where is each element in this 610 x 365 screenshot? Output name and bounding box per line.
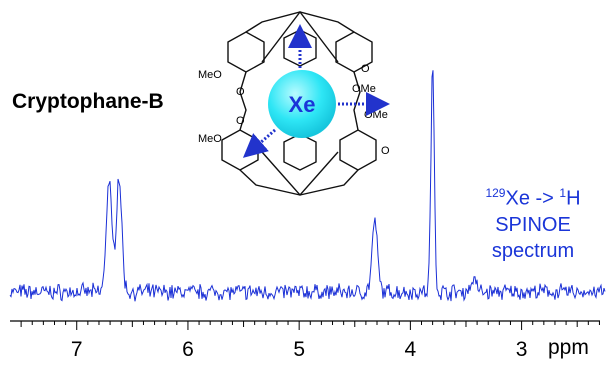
ethylene-left [239,71,247,131]
ring-upper-left [227,31,265,73]
oxygen-label-lower-left: O [236,115,245,127]
noe-arrows [242,24,390,158]
oxygen-label-lower-right: O [381,145,390,157]
oxygen-label-upper-right: O [361,63,370,75]
ethylene-right [353,71,361,131]
ring-lower-right [339,129,377,171]
x-tick-label-5: 5 [293,338,305,361]
oxygen-label-upper-left: O [236,86,245,98]
ring-upper-right [335,31,373,73]
ome-label-lower: OMe [364,109,388,121]
spectrum-plot [9,70,606,302]
linker-bottom-left [239,169,301,196]
spinoe-annotation: 129Xe -> 1H SPINOE spectrum [448,180,598,264]
cryptophane-b-structure [221,10,377,197]
spectrum-trace [9,70,606,302]
x-axis: 7 6 5 4 3 [10,320,600,361]
x-axis-ticks: 7 6 5 4 3 [20,321,600,361]
noe-arrow-down-left [242,128,276,158]
linker-top-left [245,11,355,33]
ring-lower-left [221,129,259,171]
x-tick-label-3: 3 [516,338,528,361]
x-tick-label-6: 6 [182,338,194,361]
annotation-line-3: spectrum [491,239,575,262]
linker-bottom-right [299,169,359,196]
ome-label-upper: OMe [352,83,376,95]
annotation-line-1: 129Xe -> 1H [485,186,581,210]
x-tick-label-7: 7 [71,338,83,361]
xenon-atom [268,70,336,138]
annotation-line-2: SPINOE [495,213,571,236]
x-axis-unit-label: ppm [548,336,589,359]
meo-label-lower: MeO [198,133,222,145]
ring-front-bottom [283,133,317,171]
x-tick-label-4: 4 [405,338,417,361]
compound-name: Cryptophane-B [12,90,164,113]
xenon-label: Xe [289,92,316,117]
meo-label-upper: MeO [198,69,222,81]
